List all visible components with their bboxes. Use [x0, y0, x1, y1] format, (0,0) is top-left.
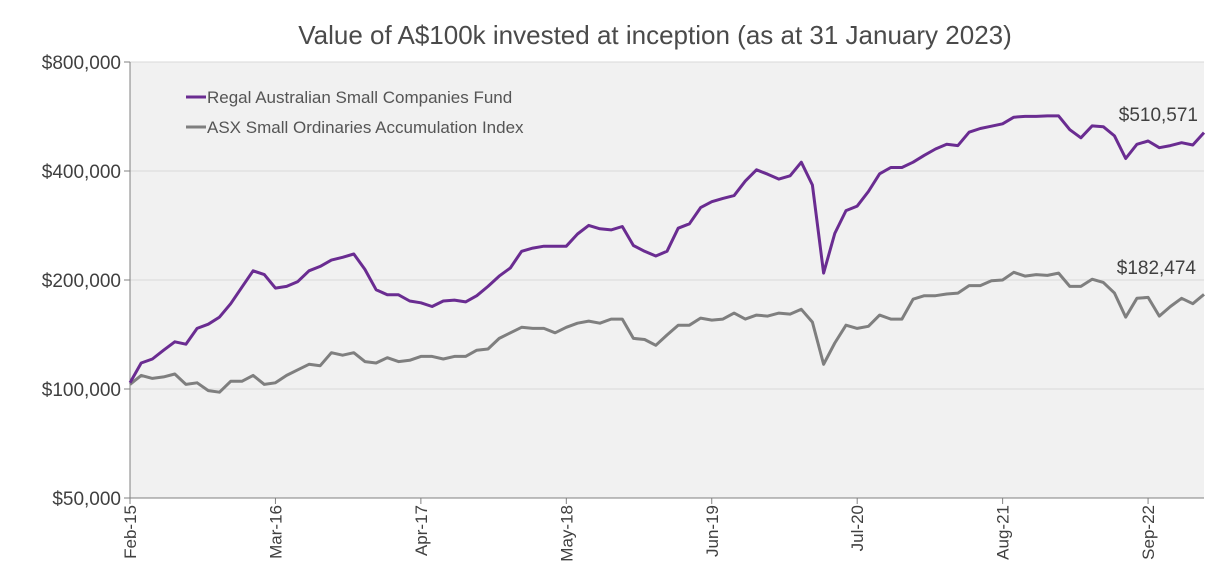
y-tick-label: $50,000: [52, 489, 121, 510]
x-tick-label: Apr-17: [412, 505, 431, 556]
x-tick-label: Jul-20: [848, 505, 867, 551]
x-tick-label: Aug-21: [994, 505, 1013, 560]
y-tick-label: $100,000: [42, 380, 121, 401]
legend: Regal Australian Small Companies Fund AS…: [186, 88, 524, 137]
gridlines: [130, 61, 1204, 390]
y-tick-label: $400,000: [42, 162, 121, 183]
legend-label-index: ASX Small Ordinaries Accumulation Index: [207, 118, 524, 137]
legend-label-fund: Regal Australian Small Companies Fund: [207, 88, 512, 107]
chart-title: Value of A$100k invested at inception (a…: [298, 20, 1012, 50]
x-tick-label: May-18: [557, 505, 576, 562]
series-lines: [128, 114, 1206, 394]
x-tick-label: Feb-15: [121, 505, 140, 559]
series-line-fund: [128, 114, 1206, 384]
x-tick-label: Jun-19: [703, 505, 722, 557]
y-tick-label: $200,000: [42, 271, 121, 292]
end-label-fund: $510,571: [1119, 105, 1198, 126]
y-axis-ticks: $50,000 $100,000 $200,000 $400,000 $800,000: [42, 53, 130, 510]
series-line-index: [129, 270, 1205, 394]
x-axis-ticks: Feb-15 Mar-16 Apr-17 May-18 Jun-19 Jul-20 Aug-…: [121, 498, 1158, 562]
x-tick-label: Mar-16: [266, 505, 285, 559]
x-tick-label: Sep-22: [1139, 505, 1158, 560]
end-label-index: $182,474: [1117, 258, 1197, 279]
y-tick-label: $800,000: [42, 53, 121, 74]
